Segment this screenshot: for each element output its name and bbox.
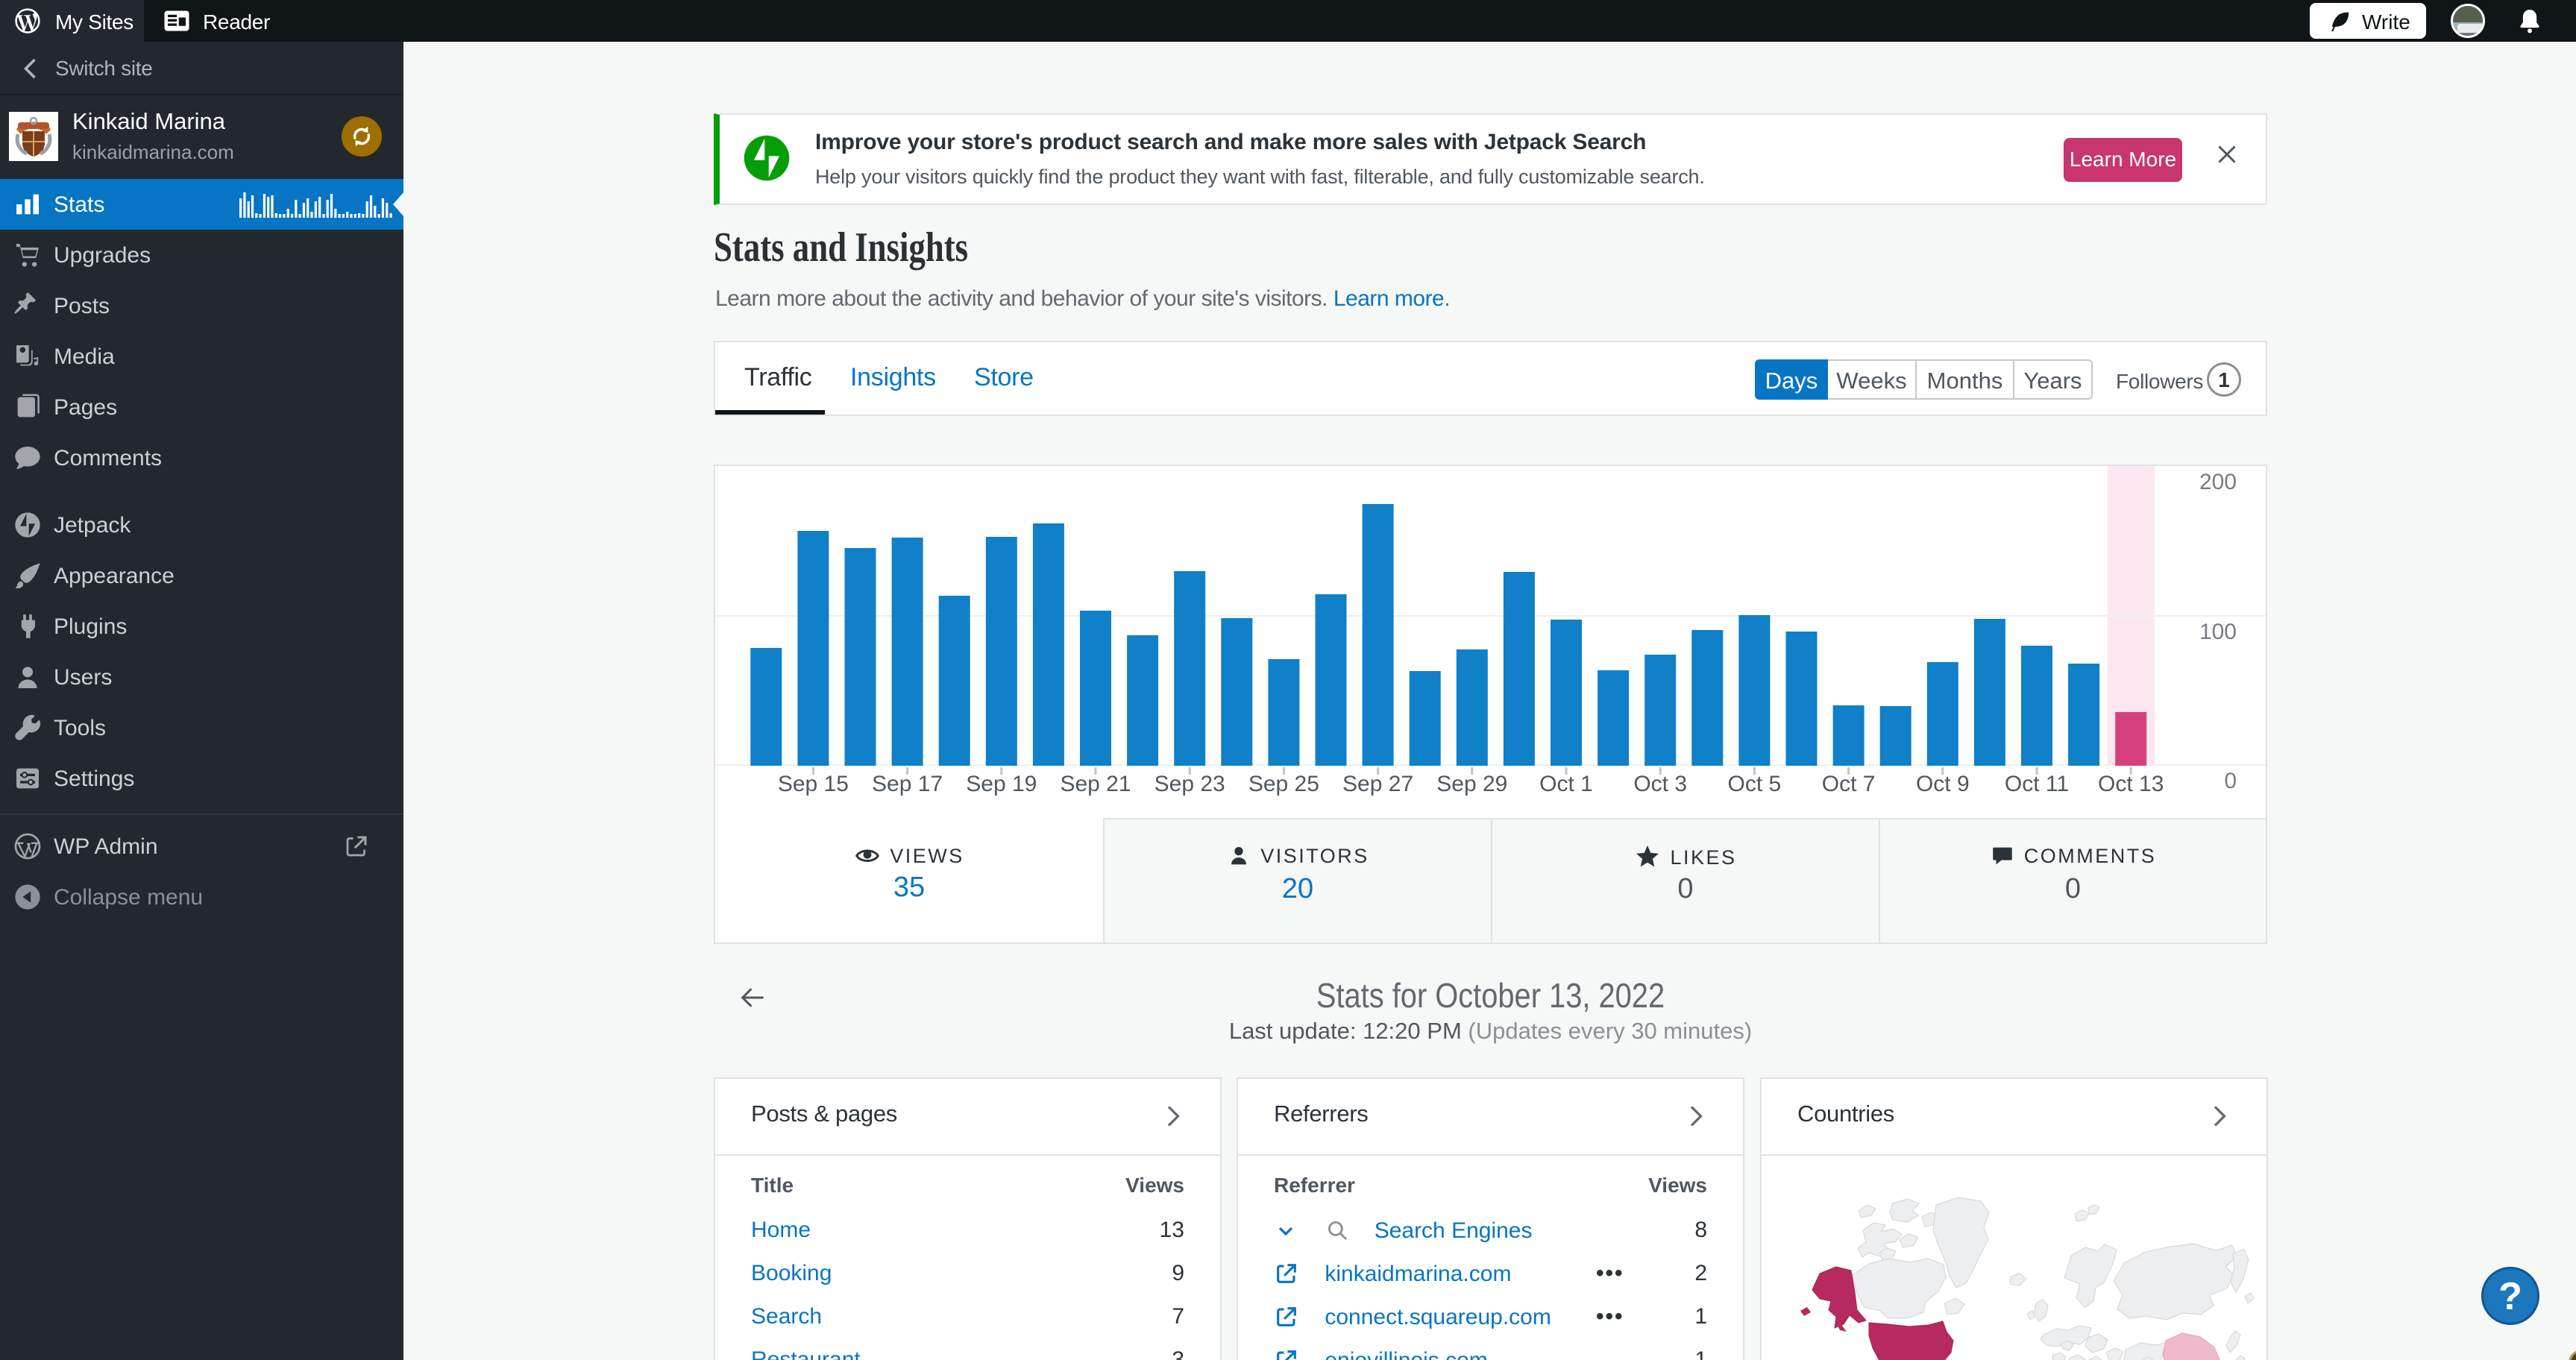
svg-text:Sep 17: Sep 17	[872, 772, 943, 796]
svg-text:Sep 19: Sep 19	[966, 772, 1037, 796]
svg-text:Oct 3: Oct 3	[1633, 772, 1687, 796]
svg-text:0: 0	[2224, 769, 2237, 793]
svg-text:Sep 29: Sep 29	[1436, 772, 1507, 796]
svg-text:Sep 15: Sep 15	[778, 772, 849, 796]
svg-text:Oct 1: Oct 1	[1539, 772, 1593, 796]
svg-text:200: 200	[2199, 470, 2237, 494]
svg-text:Sep 21: Sep 21	[1060, 772, 1131, 796]
svg-text:Sep 27: Sep 27	[1342, 772, 1413, 796]
svg-text:Sep 23: Sep 23	[1155, 772, 1225, 796]
svg-text:Oct 7: Oct 7	[1822, 772, 1876, 796]
svg-text:Oct 13: Oct 13	[2098, 772, 2164, 796]
svg-text:Oct 9: Oct 9	[1916, 772, 1970, 796]
svg-text:100: 100	[2199, 620, 2237, 644]
svg-text:Oct 11: Oct 11	[2005, 772, 2069, 796]
svg-text:Sep 25: Sep 25	[1248, 772, 1319, 796]
svg-text:Oct 5: Oct 5	[1728, 772, 1782, 796]
